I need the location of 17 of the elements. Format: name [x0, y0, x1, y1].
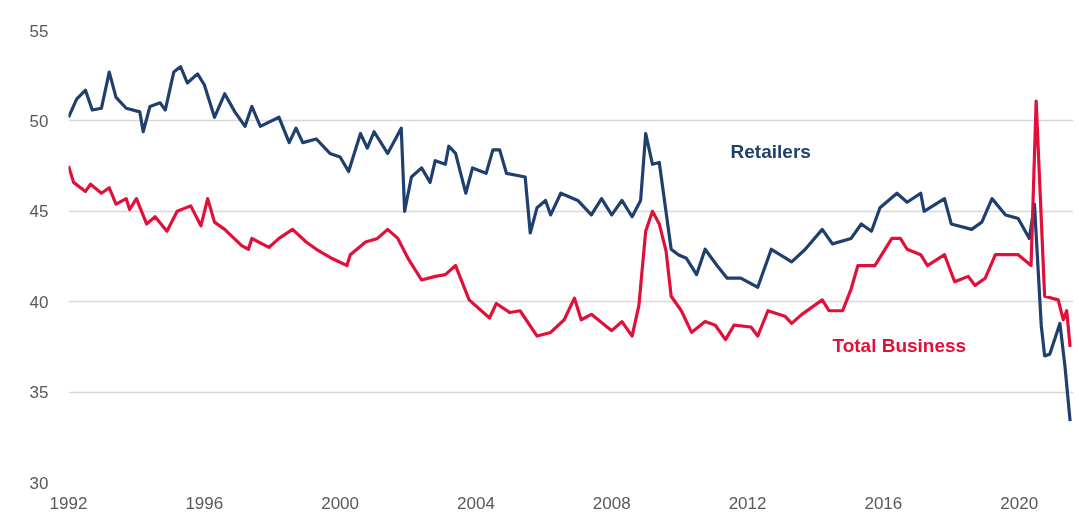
x-tick-label: 2020	[1000, 493, 1039, 513]
x-tick-label: 2016	[864, 493, 903, 513]
y-tick-label: 50	[29, 111, 49, 131]
x-tick-label: 2012	[728, 493, 767, 513]
series-label: Total Business	[832, 334, 967, 356]
line-series	[68, 65, 1072, 423]
y-tick-label: 45	[29, 202, 49, 222]
x-tick-label: 2004	[457, 493, 495, 513]
x-tick-label: 2008	[592, 493, 631, 513]
x-tick-label: 2000	[321, 493, 360, 513]
y-tick-label: 55	[29, 21, 49, 41]
y-tick-label: 35	[29, 383, 49, 403]
text: Retailers	[730, 141, 811, 163]
y-tick-label: 30	[29, 473, 49, 493]
y-tick-label: 40	[29, 292, 49, 312]
x-tick-label: 1992	[49, 493, 88, 513]
x-tick-label: 1996	[185, 493, 224, 513]
